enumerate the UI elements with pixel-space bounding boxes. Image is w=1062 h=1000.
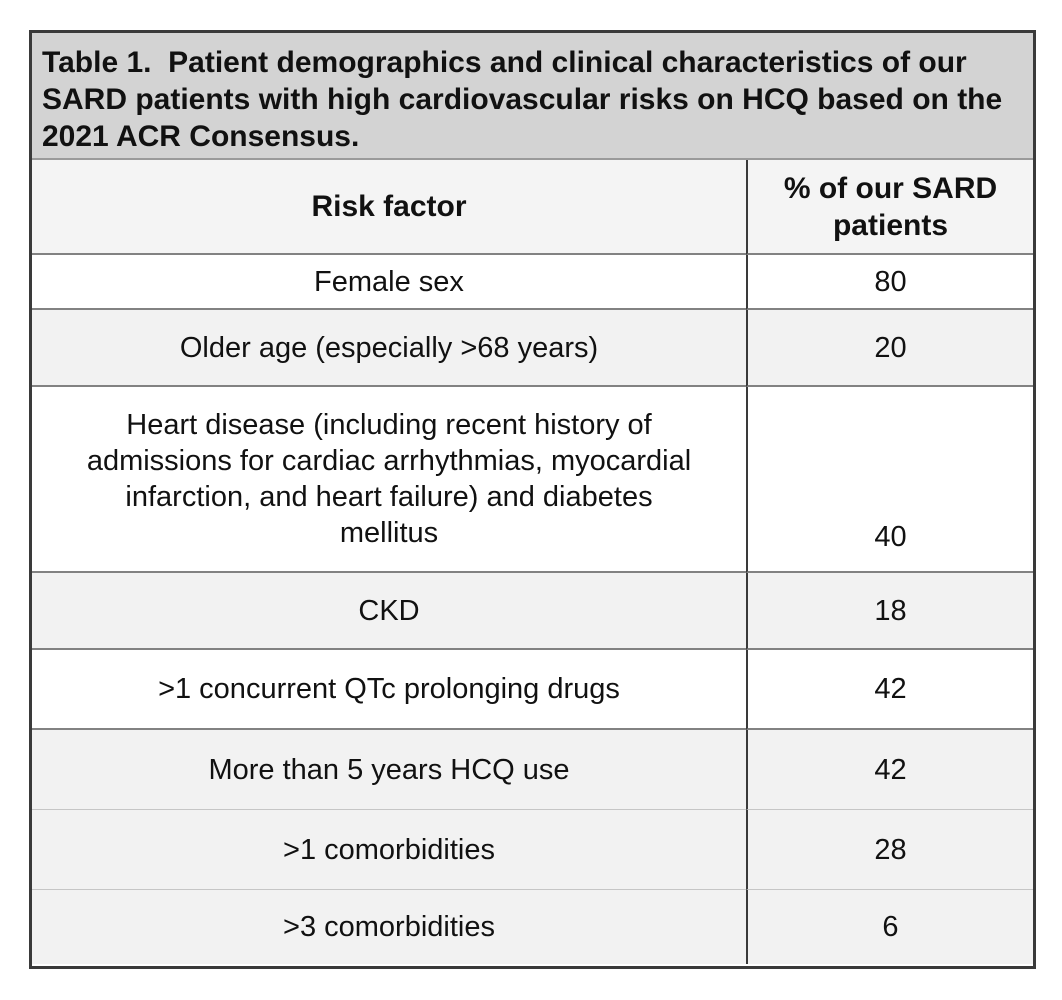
cell-factor-older-age: Older age (especially >68 years) <box>32 310 746 387</box>
cell-factor-heart-disease: Heart disease (including recent history … <box>32 387 746 573</box>
table-title-line-2: SARD patients with high cardiovascular r… <box>42 83 1003 116</box>
cell-factor-ckd: CKD <box>32 573 746 650</box>
heart-disease-line-3: infarction, and heart failure) and diabe… <box>125 481 653 513</box>
cell-factor-gt3-comorbidities: >3 comorbidities <box>32 890 746 964</box>
cell-value-heart-disease: 40 <box>746 387 1033 573</box>
cell-value-ckd: 18 <box>746 573 1033 650</box>
cell-factor-gt1-comorbidities: >1 comorbidities <box>32 810 746 890</box>
cell-factor-heart-disease-text: Heart disease (including recent history … <box>87 407 691 551</box>
table-title-line-1: Table 1. Patient demographics and clinic… <box>42 46 967 79</box>
cell-factor-hcq-use: More than 5 years HCQ use <box>32 730 746 810</box>
table-title-line-3: 2021 ACR Consensus. <box>42 120 360 153</box>
cell-value-gt3-comorbidities: 6 <box>746 890 1033 964</box>
cell-value-hcq-use: 42 <box>746 730 1033 810</box>
heart-disease-line-1: Heart disease (including recent history … <box>126 409 652 441</box>
cell-value-female-sex: 80 <box>746 255 1033 310</box>
heart-disease-line-4: mellitus <box>339 517 439 549</box>
cell-value-older-age: 20 <box>746 310 1033 387</box>
cell-value-gt1-comorbidities: 28 <box>746 810 1033 890</box>
heart-disease-line-2: admissions for cardiac arrhythmias, myoc… <box>86 445 692 477</box>
table-title: Table 1. Patient demographics and clinic… <box>32 33 1033 160</box>
demographics-table: Table 1. Patient demographics and clinic… <box>29 30 1036 969</box>
header-cell-percent-label: % of our SARD patients <box>783 171 998 242</box>
header-cell-percent: % of our SARD patients <box>746 160 1033 255</box>
table-grid: Risk factor % of our SARD patients Femal… <box>32 160 1033 964</box>
cell-factor-female-sex: Female sex <box>32 255 746 310</box>
header-cell-risk-factor: Risk factor <box>32 160 746 255</box>
cell-value-qtc-drugs: 42 <box>746 650 1033 730</box>
cell-factor-qtc-drugs: >1 concurrent QTc prolonging drugs <box>32 650 746 730</box>
